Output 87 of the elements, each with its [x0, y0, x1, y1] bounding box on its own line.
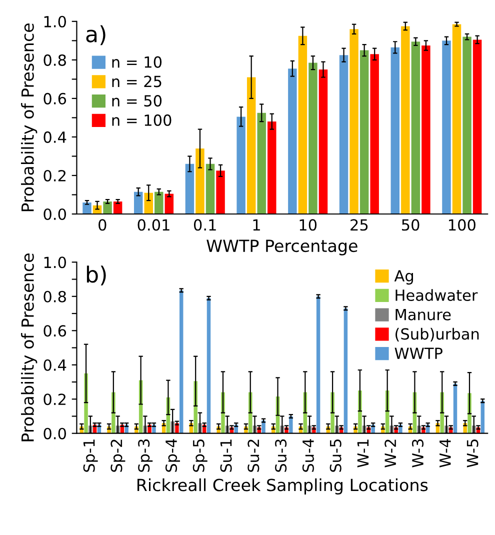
x-tick-label: W-4 — [440, 439, 451, 468]
x-tick-label: Su-4 — [302, 439, 314, 472]
y-tick-label: 0.2 — [44, 394, 66, 406]
y-tick-label: 1.0 — [44, 16, 66, 28]
bar — [462, 36, 472, 214]
x-tick-label: W-2 — [384, 440, 396, 468]
legend-label: Ag — [394, 270, 413, 285]
y-tick-label: 0.6 — [44, 92, 66, 104]
x-tick-label: 1 — [253, 219, 260, 230]
bar — [113, 201, 122, 214]
annotation: b) — [86, 266, 106, 286]
legend-label: Manure — [396, 309, 451, 320]
bar — [134, 192, 143, 214]
bar — [452, 24, 462, 214]
bar — [206, 164, 215, 214]
x-tick-label: Su-3 — [275, 439, 287, 472]
bar — [268, 122, 276, 214]
bar — [350, 29, 358, 214]
x-tick-label: Sp-4 — [165, 439, 180, 472]
bar — [390, 47, 400, 214]
bar — [401, 26, 410, 214]
bar — [236, 116, 246, 214]
x-tick-label: 0 — [98, 219, 106, 231]
legend-label: WWTP — [394, 348, 442, 359]
bar — [246, 77, 256, 214]
legend-label: Headwater — [396, 289, 478, 301]
legend-label: n = 50 — [112, 95, 162, 107]
bar — [257, 112, 266, 214]
x-tick-label: Su-1 — [220, 440, 232, 472]
bar — [316, 296, 320, 434]
x-tick-label: Su-2 — [248, 440, 260, 472]
bar — [144, 192, 153, 214]
x-axis-title: WWTP Percentage — [206, 240, 358, 256]
x-tick-label: 50 — [402, 219, 420, 231]
y-tick-label: 0.6 — [44, 325, 66, 337]
y-axis-title: Probability of Presence — [21, 254, 38, 442]
bar — [422, 45, 430, 214]
y-tick-label: 0.4 — [44, 131, 66, 143]
x-tick-label: 10 — [300, 219, 317, 231]
legend-label: n = 100 — [112, 114, 172, 126]
bar — [185, 164, 194, 214]
bar — [411, 42, 420, 214]
bar — [179, 290, 184, 434]
y-tick-label: 1.0 — [44, 256, 66, 268]
y-tick-label: 0.0 — [44, 208, 66, 220]
x-tick-label: W-3 — [412, 439, 424, 468]
bar — [82, 202, 92, 214]
y-tick-label: 0.4 — [44, 359, 66, 371]
x-tick-label: Sp-3 — [138, 439, 153, 472]
x-tick-label: 0.01 — [138, 219, 170, 231]
x-tick-label: W-1 — [357, 440, 369, 468]
x-tick-label: Sp-2 — [110, 440, 126, 472]
x-tick-label: W-5 — [466, 440, 478, 468]
y-axis-title: Probability of Presence — [21, 24, 38, 212]
annotation: a) — [86, 25, 106, 46]
y-tick-label: 0.2 — [44, 170, 66, 182]
bar — [472, 40, 482, 214]
y-tick-label: 0.0 — [44, 428, 66, 440]
bar — [442, 40, 451, 214]
bar — [308, 62, 318, 214]
x-tick-label: Su-5 — [330, 440, 342, 472]
bar — [206, 298, 211, 434]
bar — [453, 384, 458, 434]
x-tick-label: Sp-1 — [83, 440, 98, 472]
legend-label: n = 25 — [112, 76, 162, 88]
x-tick-label: 100 — [448, 219, 476, 231]
y-tick-label: 0.8 — [44, 54, 66, 66]
bar — [154, 192, 164, 214]
legend-label: n = 10 — [112, 56, 162, 68]
bar — [318, 70, 328, 214]
bar — [164, 194, 174, 214]
x-tick-label: 25 — [350, 219, 368, 231]
x-tick-label: 0.1 — [194, 219, 216, 231]
bar — [370, 54, 379, 214]
legend-label: (Sub)urban — [396, 328, 479, 342]
bar — [360, 50, 369, 214]
bar — [216, 170, 225, 214]
bar — [288, 68, 297, 214]
bar — [339, 55, 348, 214]
bar — [289, 416, 293, 434]
bar — [344, 308, 348, 434]
bar — [196, 148, 204, 214]
y-tick-label: 0.8 — [44, 290, 66, 302]
bar — [103, 201, 112, 214]
x-axis-title: Rickreall Creek Sampling Locations — [137, 478, 428, 495]
x-tick-label: Sp-5 — [192, 440, 208, 472]
bar — [298, 36, 308, 214]
